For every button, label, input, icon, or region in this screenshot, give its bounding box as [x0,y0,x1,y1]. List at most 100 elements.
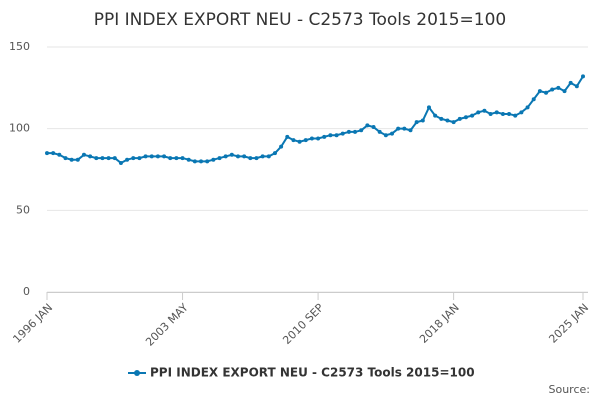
data-point [445,118,450,123]
data-point [180,156,185,161]
data-point [439,116,444,121]
data-point [346,129,351,134]
data-point [574,84,579,89]
data-point [340,131,345,136]
data-point [125,157,130,162]
data-point [57,152,62,157]
data-point [106,156,111,161]
data-point [353,129,358,134]
y-tick-label: 0 [23,285,30,298]
data-point [525,105,530,110]
data-point [359,128,364,133]
data-point [476,110,481,115]
series-line [47,75,584,165]
data-point [297,139,302,144]
data-point [199,159,204,164]
data-point [463,115,468,120]
legend-marker [134,370,140,376]
data-point [568,80,573,85]
data-point [45,151,49,156]
data-point [75,157,80,162]
chart-title: PPI INDEX EXPORT NEU - C2573 Tools 2015=… [94,10,507,30]
data-point [205,159,210,164]
data-point [531,97,536,102]
data-point [390,131,395,136]
data-point [118,160,123,165]
data-point [500,111,505,116]
data-point [402,126,407,131]
data-point [223,154,228,159]
source: Source: [549,383,591,396]
data-point [420,118,425,123]
data-point [162,154,167,159]
y-tick-label: 150 [9,40,30,53]
data-point [365,123,370,128]
data-point [408,128,413,133]
data-point [414,120,419,125]
x-tick-label: 2010 SEP [280,301,326,347]
data-point [143,154,148,159]
data-point [494,110,499,115]
data-point [316,136,321,141]
data-point [168,156,173,161]
data-point [254,156,259,161]
x-tick-label: 2018 JAN [417,301,462,346]
data-point [433,113,438,118]
data-point [303,138,308,143]
data-point [63,156,68,161]
y-tick-label: 50 [16,203,30,216]
data-point [88,154,93,159]
data-point [137,156,142,161]
data-point [550,87,555,92]
data-point [581,74,585,79]
data-point [291,138,296,143]
data-point [100,156,105,161]
data-point [155,154,160,159]
data-point [272,151,277,156]
data-point [248,156,253,161]
data-point [51,151,56,156]
data-point [519,110,524,115]
legend-label: PPI INDEX EXPORT NEU - C2573 Tools 2015=… [150,366,475,380]
data-point [328,133,333,138]
data-point [186,157,191,162]
data-point [260,154,265,159]
data-point [211,157,216,162]
x-tick-label: 1996 JAN [10,301,55,346]
data-point [562,89,567,94]
data-point [334,133,339,138]
data-point [451,120,456,125]
data-point [192,159,197,164]
x-tick-label: 2025 JAN [546,301,591,346]
data-point [174,156,179,161]
data-point [457,116,462,121]
data-point [383,133,388,138]
data-point [507,111,512,116]
data-point [537,89,542,94]
data-point [131,156,136,161]
data-point [544,90,549,95]
data-point [396,126,401,131]
data-point [217,156,222,161]
data-point [285,134,290,139]
data-point [69,157,74,162]
data-point [513,113,518,118]
data-point [371,125,376,130]
data-point [482,108,487,113]
data-point [470,113,475,118]
data-point [266,154,271,159]
data-point [235,154,240,159]
data-point [309,136,314,141]
y-tick-label: 100 [9,122,30,135]
data-point [149,154,154,159]
data-point [242,154,247,159]
data-point [229,152,234,157]
data-point [279,144,284,149]
data-point [94,156,99,161]
data-point [488,111,493,116]
data-point [112,156,117,161]
data-point [426,105,431,110]
data-point [377,129,382,134]
data-point [81,152,86,157]
